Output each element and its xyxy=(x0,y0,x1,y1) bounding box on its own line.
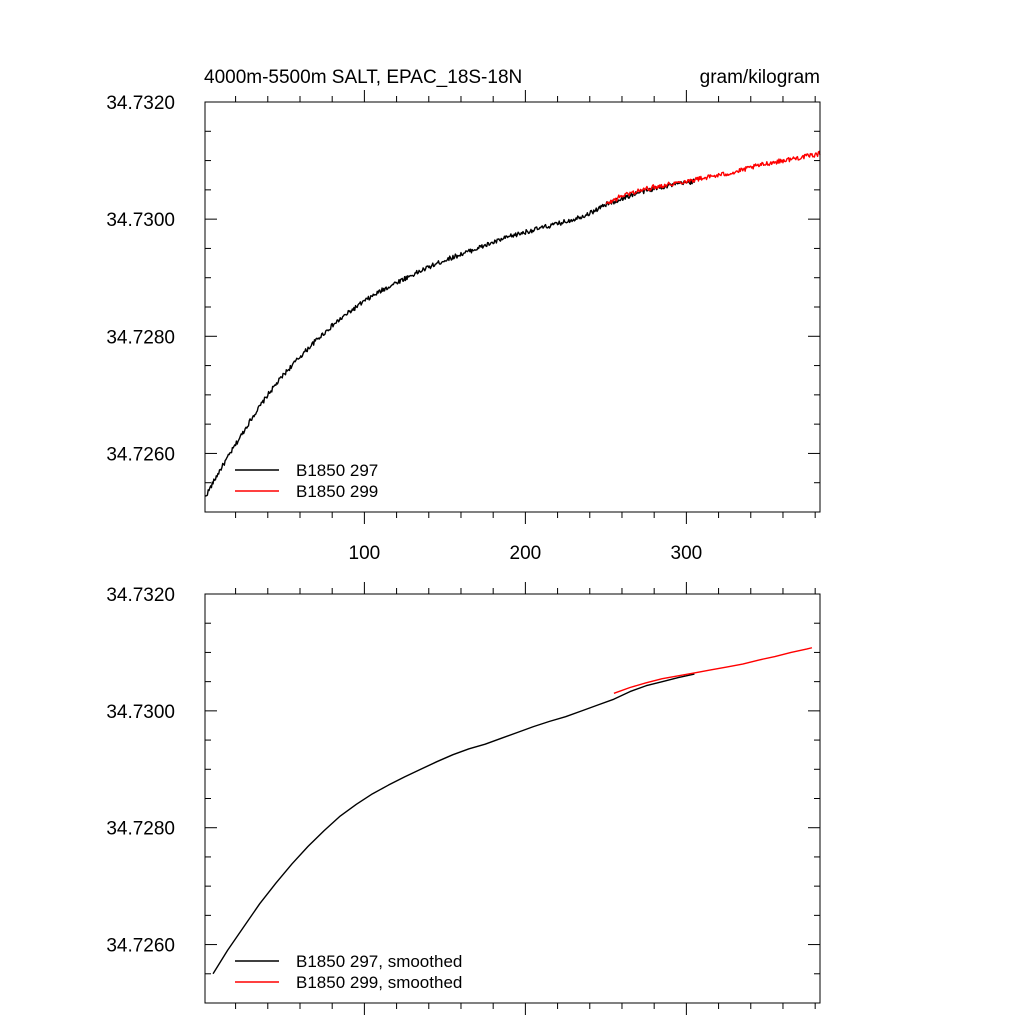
y-tick-label: 34.7320 xyxy=(106,93,175,114)
top-panel: 34.7260 34.7280 34.7300 34.7320 100 200 300 B18… xyxy=(106,90,821,564)
legend-label-1: B1850 297, smoothed xyxy=(296,952,462,971)
legend-label-2: B1850 299, smoothed xyxy=(296,973,462,992)
y-tick-label: 34.7260 xyxy=(106,444,175,465)
y-tick-label: 34.7280 xyxy=(106,819,175,840)
chart-title: 4000m-5500m SALT, EPAC_18S-18N xyxy=(204,67,522,88)
y-tick-label: 34.7300 xyxy=(106,210,175,231)
plot-frame xyxy=(204,101,821,513)
x-tick-label: 300 xyxy=(671,543,703,564)
series-line-1 xyxy=(212,673,695,975)
y-tick-label: 34.7320 xyxy=(106,585,175,606)
series-line-1 xyxy=(204,178,696,497)
y-tick-label: 34.7260 xyxy=(106,936,175,957)
plot-frame xyxy=(204,593,821,1004)
y-tick-label: 34.7300 xyxy=(106,702,175,723)
series-line-2 xyxy=(605,150,821,205)
series-line-2 xyxy=(613,647,813,694)
x-tick-label: 200 xyxy=(510,543,542,564)
units-label: gram/kilogram xyxy=(700,67,820,88)
bottom-panel: 34.7260 34.7280 34.7300 34.7320 B1850 297, s… xyxy=(106,582,821,1015)
legend-label-2: B1850 299 xyxy=(296,482,378,501)
legend-label-1: B1850 297 xyxy=(296,461,378,480)
y-tick-label: 34.7280 xyxy=(106,327,175,348)
x-tick-label: 100 xyxy=(349,543,381,564)
